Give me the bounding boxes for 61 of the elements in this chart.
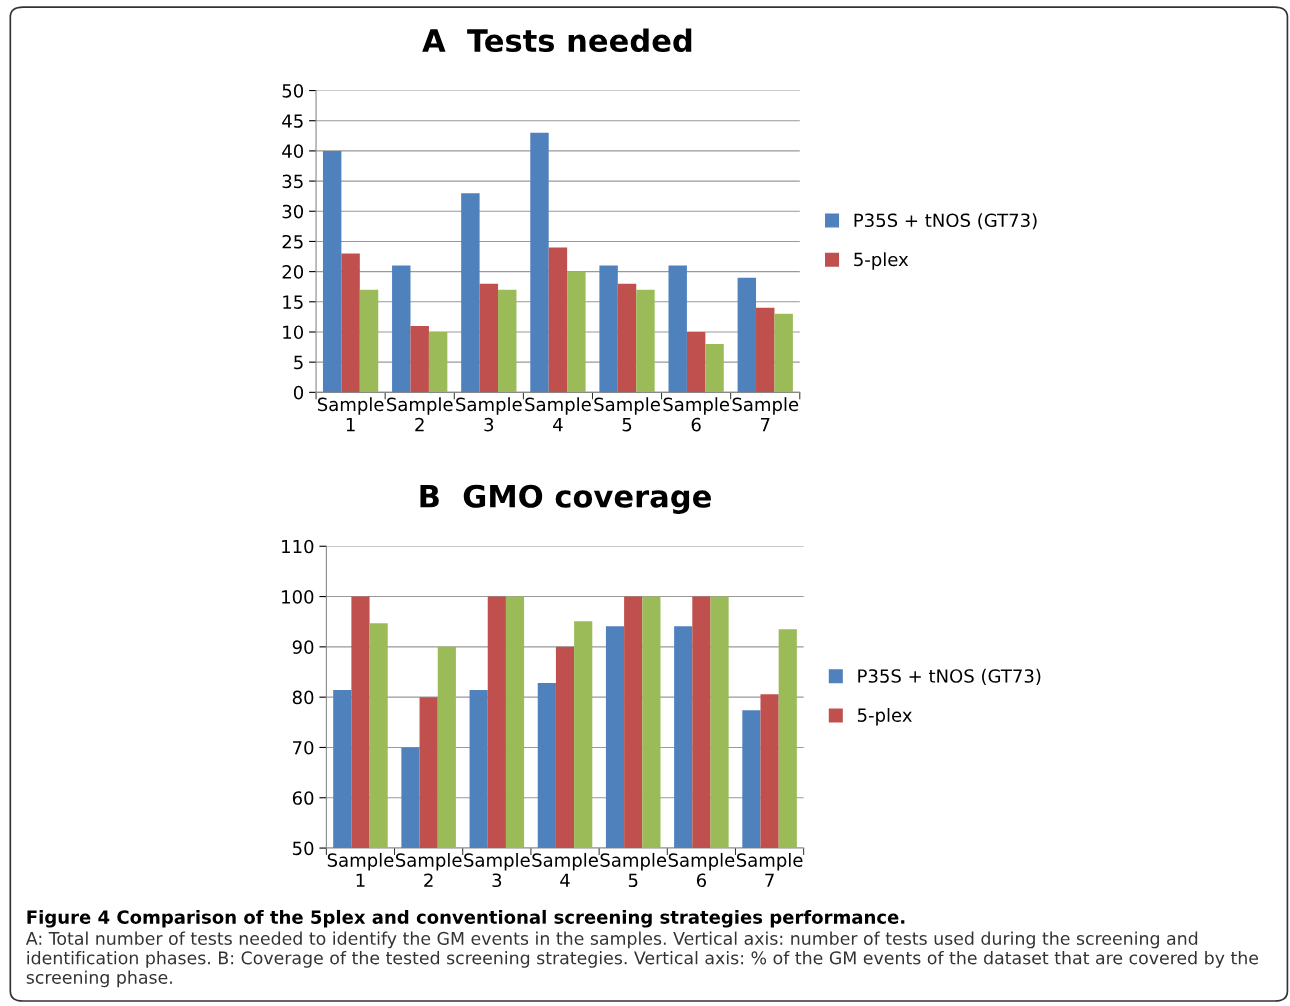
bar bbox=[428, 331, 448, 393]
bar bbox=[737, 277, 757, 393]
y-tick-label: 110 bbox=[282, 539, 314, 554]
bar bbox=[774, 313, 793, 393]
y-tick-label: 80 bbox=[292, 690, 314, 705]
legend-label: P35S + tNOS (GT73) bbox=[854, 213, 1037, 230]
bar bbox=[359, 289, 379, 393]
x-tick-label: Sample 3 bbox=[464, 852, 530, 888]
bar bbox=[530, 132, 549, 393]
bar bbox=[567, 271, 586, 393]
x-tick-label: Sample 6 bbox=[668, 852, 735, 888]
legend-label: 5-plex bbox=[857, 707, 912, 726]
y-tick-label: 40 bbox=[282, 144, 304, 159]
y-tick-label: 35 bbox=[282, 174, 303, 189]
x-tick-label: Sample 7 bbox=[736, 852, 803, 887]
y-tick-label: 60 bbox=[292, 791, 314, 805]
x-tick-label: Sample 1 bbox=[317, 397, 384, 432]
x-tick-label: Sample 2 bbox=[387, 397, 453, 432]
y-tick-label: 50 bbox=[282, 84, 304, 98]
y-tick-label: 50 bbox=[292, 841, 314, 856]
x-tick-label: Sample 4 bbox=[532, 852, 598, 887]
y-tick-label: 0 bbox=[293, 385, 304, 400]
y-tick-label: 90 bbox=[292, 640, 314, 654]
x-tick-label: Sample 3 bbox=[456, 397, 522, 432]
x-tick-label: Sample 2 bbox=[395, 852, 462, 887]
y-tick-label: 100 bbox=[282, 590, 314, 604]
y-tick-label: 30 bbox=[282, 204, 304, 219]
y-tick-label: 5 bbox=[294, 355, 303, 370]
legend-label: 5-plex bbox=[854, 252, 909, 270]
caption: Figure 4 Comparison of the 5plex and conventional screening strategies performance. bbox=[27, 909, 905, 928]
y-tick-label: 25 bbox=[282, 234, 303, 249]
bar bbox=[341, 253, 360, 393]
y-tick-label: 10 bbox=[283, 325, 304, 340]
bar bbox=[410, 325, 429, 393]
bar bbox=[686, 331, 706, 393]
bar bbox=[479, 283, 499, 393]
bar bbox=[548, 247, 568, 393]
y-tick-label: 15 bbox=[283, 295, 303, 309]
bar bbox=[599, 265, 618, 393]
x-tick-label: Sample 5 bbox=[600, 852, 667, 888]
x-tick-label: Sample 7 bbox=[732, 397, 799, 432]
bar bbox=[705, 344, 724, 393]
x-tick-label: Sample 5 bbox=[594, 397, 660, 432]
x-tick-label: Sample 4 bbox=[525, 397, 591, 432]
bar bbox=[636, 289, 655, 393]
bar bbox=[461, 193, 480, 393]
bar bbox=[668, 265, 687, 393]
x-tick-label: Sample 1 bbox=[327, 852, 394, 887]
legend-label: P35S + tNOS (GT73) bbox=[858, 668, 1041, 685]
bar bbox=[498, 289, 517, 393]
chart-title: A Tests needed bbox=[422, 28, 692, 53]
x-tick-label: Sample 6 bbox=[663, 397, 730, 432]
text: A: Total number of tests needed to identify the GM events in the samples. Vertical axis: number of tests used during the screening and identification phases. B: Coverage of the tested screening strategies. Vertical axis: % of the GM events of the dataset that are covered by the screening phase. bbox=[25, 931, 1259, 988]
y-tick-label: 70 bbox=[293, 740, 314, 755]
y-tick-label: 45 bbox=[282, 114, 303, 128]
bar bbox=[756, 307, 775, 393]
bar bbox=[322, 150, 342, 393]
y-tick-label: 20 bbox=[282, 265, 304, 279]
chart-title: B GMO coverage bbox=[420, 484, 711, 514]
bar bbox=[392, 265, 411, 393]
bar bbox=[617, 283, 637, 393]
